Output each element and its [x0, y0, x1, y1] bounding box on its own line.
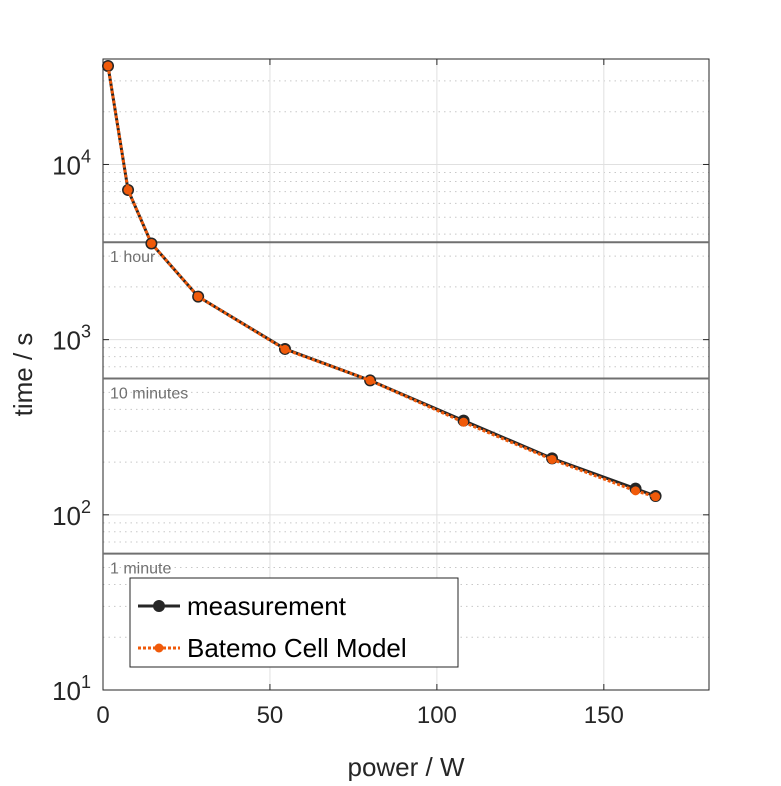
data-point-model: [123, 185, 133, 195]
data-point-model: [651, 492, 661, 502]
data-point-model: [547, 454, 557, 464]
data-point-model: [459, 417, 469, 427]
x-tick-label: 0: [96, 702, 109, 729]
x-tick-label: 50: [257, 702, 284, 729]
axes-box: [102, 58, 710, 691]
legend-marker-measurement: [153, 600, 165, 612]
y-tick-label: 103: [52, 322, 91, 356]
legend-label: Batemo Cell Model: [187, 633, 407, 663]
x-tick-label: 100: [417, 702, 457, 729]
data-point-model: [146, 238, 156, 248]
legend-label: measurement: [187, 591, 347, 621]
y-tick-label: 101: [52, 672, 91, 706]
data-point-model: [280, 344, 290, 354]
y-axis-label: time / s: [8, 333, 38, 417]
reference-line-label: 10 minutes: [110, 386, 188, 403]
reference-line-label: 1 hour: [110, 249, 156, 266]
series-line-model: [106, 65, 656, 499]
legend-marker-model: [154, 643, 164, 653]
legend-box: [129, 577, 459, 668]
data-point-model: [365, 375, 375, 385]
x-tick-label: 150: [584, 702, 624, 729]
data-point-model: [103, 61, 113, 71]
x-axis-label: power / W: [347, 752, 464, 781]
legend: measurement Batemo Cell Model: [129, 577, 459, 668]
y-tick-label: 102: [52, 497, 91, 531]
data-point-model: [631, 486, 641, 496]
y-tick-label: 104: [52, 146, 91, 180]
data-point-model: [193, 292, 203, 302]
series-line-measurement: [106, 65, 657, 498]
reference-line-label: 1 minute: [110, 561, 171, 578]
